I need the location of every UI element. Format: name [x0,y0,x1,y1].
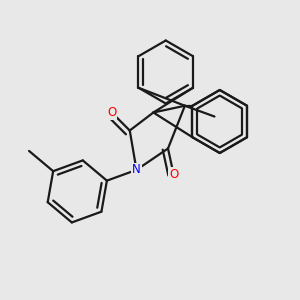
Text: N: N [132,164,141,176]
Text: O: O [107,106,116,119]
Text: O: O [169,168,178,181]
